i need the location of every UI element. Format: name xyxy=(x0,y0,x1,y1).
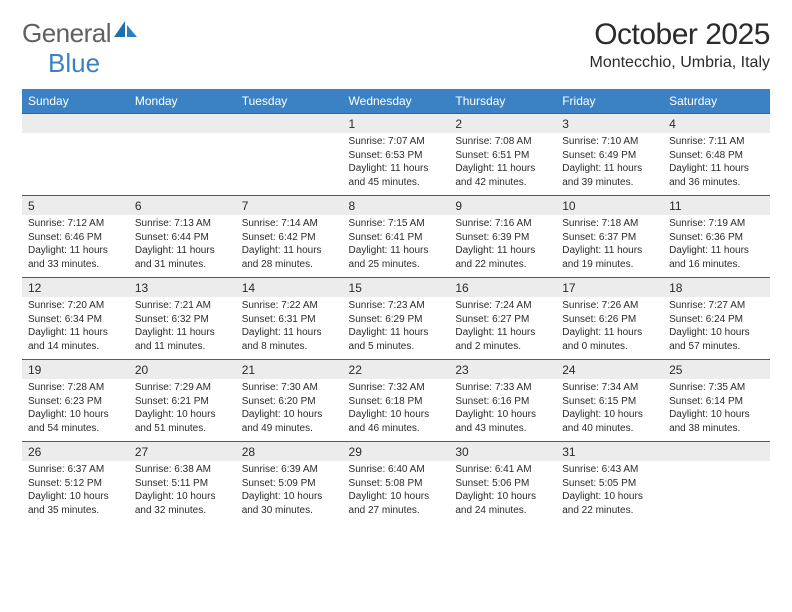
day-body-cell: Sunrise: 7:07 AMSunset: 6:53 PMDaylight:… xyxy=(343,133,450,196)
date-number-cell: 7 xyxy=(236,196,343,216)
calendar-table: SundayMondayTuesdayWednesdayThursdayFrid… xyxy=(22,89,770,523)
date-number-cell: 14 xyxy=(236,278,343,298)
date-number-cell: 1 xyxy=(343,114,450,134)
day-header: Tuesday xyxy=(236,89,343,114)
day-header-row: SundayMondayTuesdayWednesdayThursdayFrid… xyxy=(22,89,770,114)
day-body-cell: Sunrise: 7:18 AMSunset: 6:37 PMDaylight:… xyxy=(556,215,663,278)
date-number-cell xyxy=(236,114,343,134)
day-body-cell: Sunrise: 7:21 AMSunset: 6:32 PMDaylight:… xyxy=(129,297,236,360)
day-body-cell: Sunrise: 7:11 AMSunset: 6:48 PMDaylight:… xyxy=(663,133,770,196)
day-body-row: Sunrise: 7:07 AMSunset: 6:53 PMDaylight:… xyxy=(22,133,770,196)
day-header: Sunday xyxy=(22,89,129,114)
logo-text-blue: Blue xyxy=(48,48,100,78)
date-number-cell: 30 xyxy=(449,442,556,462)
date-number-cell: 20 xyxy=(129,360,236,380)
date-number-cell: 12 xyxy=(22,278,129,298)
date-number-cell: 28 xyxy=(236,442,343,462)
date-number-cell: 23 xyxy=(449,360,556,380)
day-body-cell: Sunrise: 7:28 AMSunset: 6:23 PMDaylight:… xyxy=(22,379,129,442)
date-number-cell: 17 xyxy=(556,278,663,298)
day-body-cell: Sunrise: 6:38 AMSunset: 5:11 PMDaylight:… xyxy=(129,461,236,523)
date-number-cell: 25 xyxy=(663,360,770,380)
day-body-cell xyxy=(236,133,343,196)
day-body-row: Sunrise: 7:12 AMSunset: 6:46 PMDaylight:… xyxy=(22,215,770,278)
date-number-row: 19202122232425 xyxy=(22,360,770,380)
date-number-cell: 31 xyxy=(556,442,663,462)
day-body-cell: Sunrise: 7:27 AMSunset: 6:24 PMDaylight:… xyxy=(663,297,770,360)
date-number-cell: 6 xyxy=(129,196,236,216)
page-container: General October 2025 Montecchio, Umbria,… xyxy=(0,0,792,523)
month-title: October 2025 xyxy=(589,18,770,52)
date-number-cell: 26 xyxy=(22,442,129,462)
date-number-cell: 19 xyxy=(22,360,129,380)
day-body-cell: Sunrise: 6:43 AMSunset: 5:05 PMDaylight:… xyxy=(556,461,663,523)
date-number-cell: 8 xyxy=(343,196,450,216)
day-body-cell: Sunrise: 7:26 AMSunset: 6:26 PMDaylight:… xyxy=(556,297,663,360)
date-number-cell: 18 xyxy=(663,278,770,298)
logo-sail-icon xyxy=(113,15,139,46)
day-header: Thursday xyxy=(449,89,556,114)
date-number-cell: 10 xyxy=(556,196,663,216)
day-body-cell: Sunrise: 6:41 AMSunset: 5:06 PMDaylight:… xyxy=(449,461,556,523)
day-body-cell xyxy=(22,133,129,196)
day-body-cell: Sunrise: 6:40 AMSunset: 5:08 PMDaylight:… xyxy=(343,461,450,523)
date-number-cell: 22 xyxy=(343,360,450,380)
location: Montecchio, Umbria, Italy xyxy=(589,54,770,72)
logo-text-gray: General xyxy=(22,18,111,49)
date-number-row: 262728293031 xyxy=(22,442,770,462)
day-body-cell: Sunrise: 7:10 AMSunset: 6:49 PMDaylight:… xyxy=(556,133,663,196)
day-body-cell: Sunrise: 7:35 AMSunset: 6:14 PMDaylight:… xyxy=(663,379,770,442)
day-body-row: Sunrise: 6:37 AMSunset: 5:12 PMDaylight:… xyxy=(22,461,770,523)
day-body-cell: Sunrise: 7:15 AMSunset: 6:41 PMDaylight:… xyxy=(343,215,450,278)
date-number-row: 567891011 xyxy=(22,196,770,216)
day-header: Wednesday xyxy=(343,89,450,114)
day-body-cell xyxy=(663,461,770,523)
day-body-cell: Sunrise: 7:12 AMSunset: 6:46 PMDaylight:… xyxy=(22,215,129,278)
day-body-cell: Sunrise: 7:19 AMSunset: 6:36 PMDaylight:… xyxy=(663,215,770,278)
logo: General xyxy=(22,18,139,49)
date-number-cell: 9 xyxy=(449,196,556,216)
day-body-cell: Sunrise: 7:13 AMSunset: 6:44 PMDaylight:… xyxy=(129,215,236,278)
date-number-cell xyxy=(22,114,129,134)
date-number-cell: 16 xyxy=(449,278,556,298)
day-body-cell: Sunrise: 7:32 AMSunset: 6:18 PMDaylight:… xyxy=(343,379,450,442)
date-number-cell: 24 xyxy=(556,360,663,380)
date-number-cell: 11 xyxy=(663,196,770,216)
day-body-row: Sunrise: 7:20 AMSunset: 6:34 PMDaylight:… xyxy=(22,297,770,360)
day-body-cell: Sunrise: 7:08 AMSunset: 6:51 PMDaylight:… xyxy=(449,133,556,196)
title-block: October 2025 Montecchio, Umbria, Italy xyxy=(589,18,770,72)
day-body-cell: Sunrise: 7:20 AMSunset: 6:34 PMDaylight:… xyxy=(22,297,129,360)
day-body-cell: Sunrise: 7:24 AMSunset: 6:27 PMDaylight:… xyxy=(449,297,556,360)
date-number-cell xyxy=(663,442,770,462)
date-number-cell: 2 xyxy=(449,114,556,134)
date-number-cell xyxy=(129,114,236,134)
day-body-cell: Sunrise: 7:33 AMSunset: 6:16 PMDaylight:… xyxy=(449,379,556,442)
date-number-cell: 5 xyxy=(22,196,129,216)
day-body-cell xyxy=(129,133,236,196)
date-number-cell: 13 xyxy=(129,278,236,298)
day-body-cell: Sunrise: 7:22 AMSunset: 6:31 PMDaylight:… xyxy=(236,297,343,360)
day-body-cell: Sunrise: 7:34 AMSunset: 6:15 PMDaylight:… xyxy=(556,379,663,442)
date-number-row: 1234 xyxy=(22,114,770,134)
date-number-row: 12131415161718 xyxy=(22,278,770,298)
day-body-row: Sunrise: 7:28 AMSunset: 6:23 PMDaylight:… xyxy=(22,379,770,442)
day-body-cell: Sunrise: 7:16 AMSunset: 6:39 PMDaylight:… xyxy=(449,215,556,278)
date-number-cell: 27 xyxy=(129,442,236,462)
day-header: Friday xyxy=(556,89,663,114)
date-number-cell: 15 xyxy=(343,278,450,298)
day-body-cell: Sunrise: 7:30 AMSunset: 6:20 PMDaylight:… xyxy=(236,379,343,442)
day-header: Monday xyxy=(129,89,236,114)
day-body-cell: Sunrise: 7:29 AMSunset: 6:21 PMDaylight:… xyxy=(129,379,236,442)
date-number-cell: 29 xyxy=(343,442,450,462)
date-number-cell: 3 xyxy=(556,114,663,134)
date-number-cell: 21 xyxy=(236,360,343,380)
day-body-cell: Sunrise: 6:39 AMSunset: 5:09 PMDaylight:… xyxy=(236,461,343,523)
day-body-cell: Sunrise: 7:14 AMSunset: 6:42 PMDaylight:… xyxy=(236,215,343,278)
date-number-cell: 4 xyxy=(663,114,770,134)
day-header: Saturday xyxy=(663,89,770,114)
day-body-cell: Sunrise: 7:23 AMSunset: 6:29 PMDaylight:… xyxy=(343,297,450,360)
day-body-cell: Sunrise: 6:37 AMSunset: 5:12 PMDaylight:… xyxy=(22,461,129,523)
